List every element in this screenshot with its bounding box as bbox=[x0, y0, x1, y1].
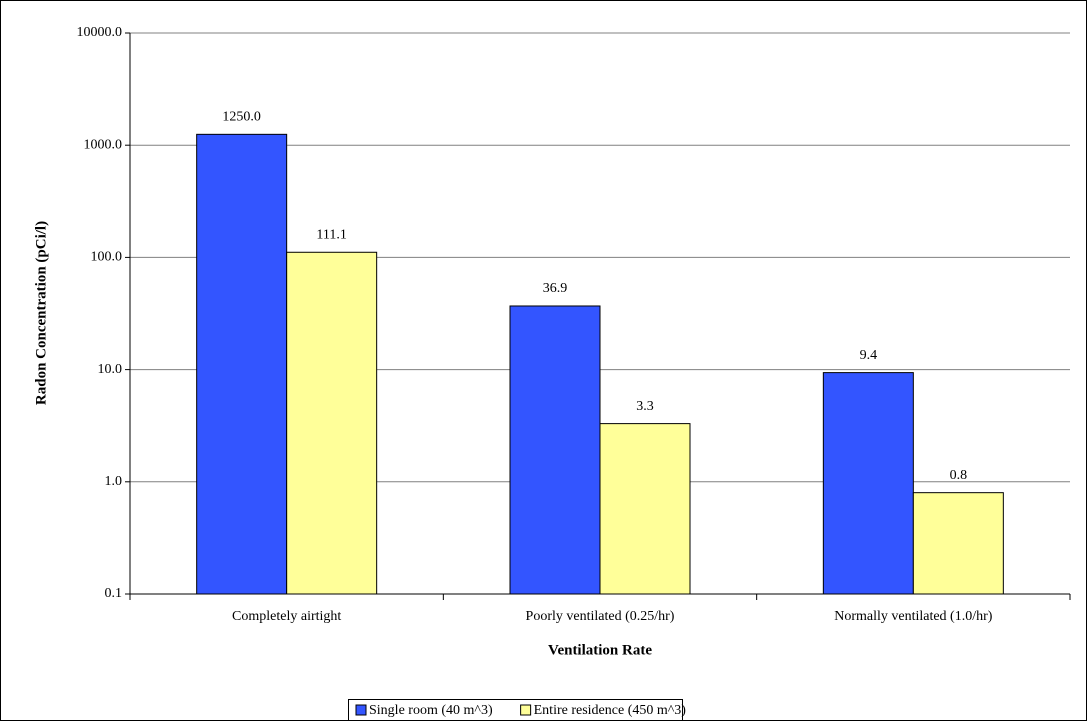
x-tick-label: Normally ventilated (1.0/hr) bbox=[834, 609, 993, 624]
data-label: 0.8 bbox=[950, 468, 968, 483]
x-axis-title: Ventilation Rate bbox=[548, 642, 652, 658]
y-tick-label: 1000.0 bbox=[84, 137, 123, 152]
bar bbox=[509, 305, 601, 595]
y-axis-title: Radon Concentration (pCi/l) bbox=[33, 221, 49, 405]
data-label: 1250.0 bbox=[222, 110, 261, 125]
legend-label: Single room (40 m^3) bbox=[369, 703, 493, 718]
data-label: 36.9 bbox=[543, 281, 568, 296]
y-tick-label: 1.0 bbox=[105, 474, 123, 489]
data-label: 111.1 bbox=[316, 227, 346, 242]
bar bbox=[912, 492, 1004, 595]
x-tick-label: Poorly ventilated (0.25/hr) bbox=[526, 609, 675, 624]
legend-label: Entire residence (450 m^3) bbox=[534, 703, 687, 718]
bar bbox=[599, 423, 691, 595]
bar bbox=[822, 372, 914, 595]
legend: Single room (40 m^3) Entire residence (45… bbox=[348, 699, 687, 721]
legend-swatch bbox=[520, 704, 532, 716]
bar bbox=[286, 251, 378, 595]
x-tick-label: Completely airtight bbox=[232, 609, 341, 624]
y-tick-label: 10.0 bbox=[98, 362, 123, 377]
y-tick-label: 100.0 bbox=[91, 250, 123, 265]
y-tick-label: 10000.0 bbox=[77, 25, 123, 40]
legend-swatch bbox=[355, 704, 367, 716]
data-label: 3.3 bbox=[636, 399, 654, 414]
data-label: 9.4 bbox=[860, 348, 878, 363]
bar bbox=[196, 133, 288, 595]
y-tick-label: 0.1 bbox=[105, 586, 123, 601]
